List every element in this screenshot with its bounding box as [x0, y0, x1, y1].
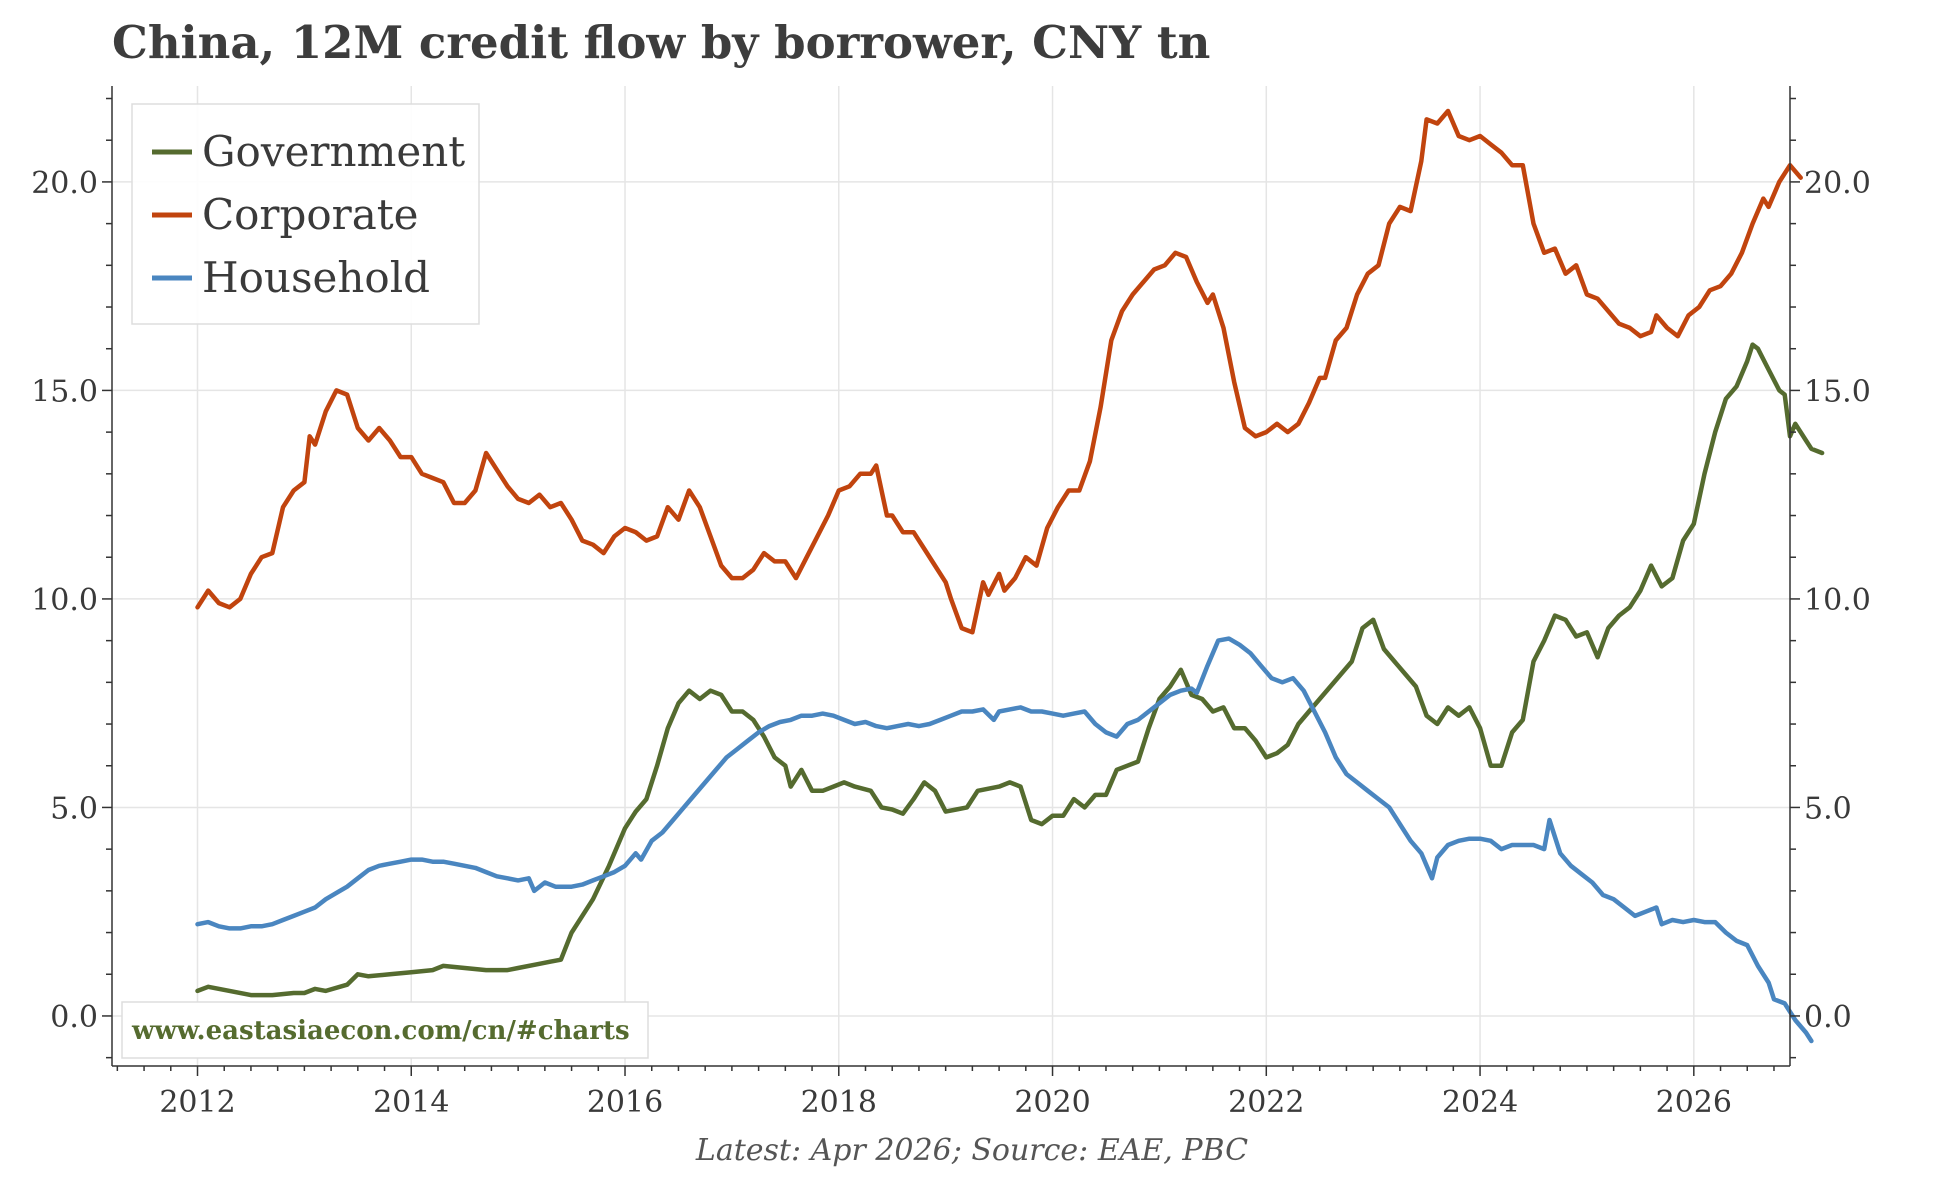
left-y-tick-label: 15.0	[31, 374, 98, 409]
watermark-frame	[121, 1001, 649, 1059]
x-tick-label: 2020	[1014, 1085, 1090, 1120]
chart-title: China, 12M credit flow by borrower, CNY …	[112, 16, 1210, 69]
legend-label-household: Household	[202, 253, 430, 302]
right-y-tick-label: 15.0	[1804, 374, 1871, 409]
left-y-tick-label: 10.0	[31, 583, 98, 618]
legend-label-corporate: Corporate	[202, 190, 419, 239]
right-y-tick-label: 5.0	[1804, 791, 1852, 826]
series-line-household	[195, 636, 1814, 1044]
right-y-tick-label: 20.0	[1804, 166, 1871, 201]
x-tick-label: 2016	[587, 1085, 663, 1120]
x-tick-label: 2026	[1656, 1085, 1732, 1120]
series-lines	[195, 108, 1825, 1044]
left-y-tick-label: 0.0	[50, 1000, 98, 1035]
source-note: Latest: Apr 2026; Source: EAE, PBC	[695, 1133, 1248, 1168]
watermark-text: www.eastasiaecon.com/cn/#charts	[131, 1016, 630, 1046]
grid-lines	[112, 86, 1790, 1066]
axes: 0.0 0.0 5.0 5.0 10.0 10.0 15.0 15.0 20.0 20.0 2012…	[31, 86, 1871, 1120]
x-tick-label: 2012	[159, 1085, 235, 1120]
right-y-tick-label: 10.0	[1804, 583, 1871, 618]
legend-label-government: Government	[202, 127, 465, 176]
x-tick-label: 2014	[373, 1085, 449, 1120]
left-y-tick-label: 20.0	[31, 166, 98, 201]
x-tick-label: 2022	[1228, 1085, 1304, 1120]
legend-entries: Government Corporate Household	[152, 127, 465, 302]
x-tick-label: 2024	[1442, 1085, 1518, 1120]
series-line-government	[195, 342, 1825, 998]
x-tick-label: 2018	[801, 1085, 877, 1120]
legend: Government Corporate Household	[131, 103, 480, 325]
series-line-corporate	[195, 108, 1803, 635]
watermark-box: www.eastasiaecon.com/cn/#charts	[121, 1001, 649, 1059]
left-y-tick-label: 5.0	[50, 791, 98, 826]
right-y-tick-label: 0.0	[1804, 1000, 1852, 1035]
